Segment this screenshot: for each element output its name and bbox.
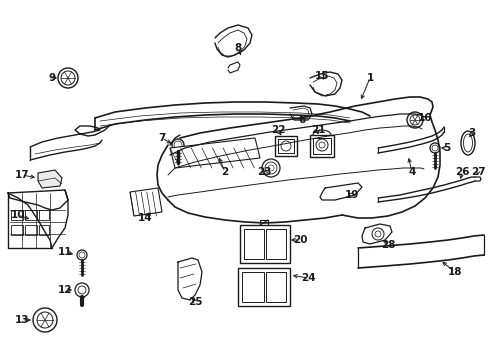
Bar (265, 272, 285, 302)
Text: 3: 3 (468, 128, 475, 138)
Text: 10: 10 (11, 210, 25, 220)
Text: 1: 1 (366, 73, 373, 83)
Text: 22: 22 (270, 125, 285, 135)
Bar (238, 268, 289, 306)
Bar (25, 210, 37, 220)
Polygon shape (38, 170, 62, 188)
Text: 19: 19 (344, 190, 359, 200)
Text: 5: 5 (443, 143, 450, 153)
Bar (39, 225, 49, 235)
Text: 20: 20 (292, 235, 306, 245)
Text: 17: 17 (15, 170, 29, 180)
Text: 23: 23 (256, 167, 271, 177)
Text: 4: 4 (407, 167, 415, 177)
Polygon shape (170, 138, 260, 168)
Bar (240, 225, 289, 263)
Text: 9: 9 (48, 73, 56, 83)
Bar (11, 225, 23, 235)
Bar (265, 229, 285, 259)
Polygon shape (130, 188, 162, 216)
Text: 11: 11 (58, 247, 72, 257)
Text: 27: 27 (470, 167, 484, 177)
Text: 28: 28 (380, 240, 394, 250)
Bar (244, 229, 264, 259)
Text: 21: 21 (310, 125, 325, 135)
Text: 12: 12 (58, 285, 72, 295)
Bar (11, 210, 23, 220)
Text: 25: 25 (187, 297, 202, 307)
Text: 8: 8 (234, 43, 241, 53)
Bar (278, 139, 293, 153)
Bar (25, 225, 37, 235)
Text: 24: 24 (300, 273, 315, 283)
Text: 16: 16 (417, 113, 431, 123)
Text: 6: 6 (298, 115, 305, 125)
Text: 7: 7 (158, 133, 165, 143)
Bar (39, 210, 49, 220)
Bar (274, 136, 296, 156)
Text: 13: 13 (15, 315, 29, 325)
Text: 15: 15 (314, 71, 328, 81)
Bar (312, 138, 330, 154)
Text: 18: 18 (447, 267, 461, 277)
Text: 14: 14 (138, 213, 152, 223)
Text: 2: 2 (221, 167, 228, 177)
Bar (309, 135, 333, 157)
Bar (242, 272, 264, 302)
Text: 26: 26 (454, 167, 468, 177)
